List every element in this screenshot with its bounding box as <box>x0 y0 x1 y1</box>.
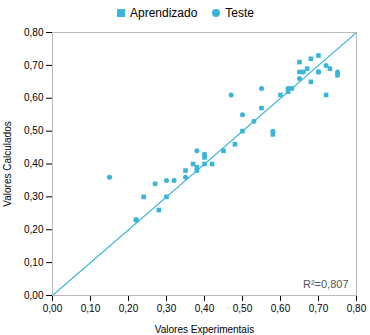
svg-text:0,50: 0,50 <box>24 125 44 136</box>
svg-text:0,70: 0,70 <box>309 303 329 314</box>
svg-text:0,80: 0,80 <box>24 27 44 38</box>
svg-text:0,10: 0,10 <box>24 257 44 268</box>
svg-text:0,00: 0,00 <box>24 290 44 301</box>
svg-text:0,40: 0,40 <box>24 158 44 169</box>
svg-text:0,20: 0,20 <box>119 303 139 314</box>
html-text:Teste: Teste <box>225 6 254 20</box>
svg-text:0,20: 0,20 <box>24 224 44 235</box>
svg-text:0,50: 0,50 <box>233 303 253 314</box>
svg-text:0,30: 0,30 <box>24 191 44 202</box>
svg-text:0,60: 0,60 <box>24 92 44 103</box>
html-text:Aprendizado: Aprendizado <box>130 6 198 20</box>
svg-text:R²=0,807: R²=0,807 <box>303 278 349 290</box>
svg-text:Valores Calculados: Valores Calculados <box>2 121 13 206</box>
svg-text:0,30: 0,30 <box>157 303 177 314</box>
svg-text:0,80: 0,80 <box>347 303 367 314</box>
svg-text:0,00: 0,00 <box>43 303 63 314</box>
svg-text:0,10: 0,10 <box>81 303 101 314</box>
svg-text:0,70: 0,70 <box>24 60 44 71</box>
svg-text:0,40: 0,40 <box>195 303 215 314</box>
svg-text:0,60: 0,60 <box>271 303 291 314</box>
svg-text:Valores Experimentais: Valores Experimentais <box>155 324 254 335</box>
